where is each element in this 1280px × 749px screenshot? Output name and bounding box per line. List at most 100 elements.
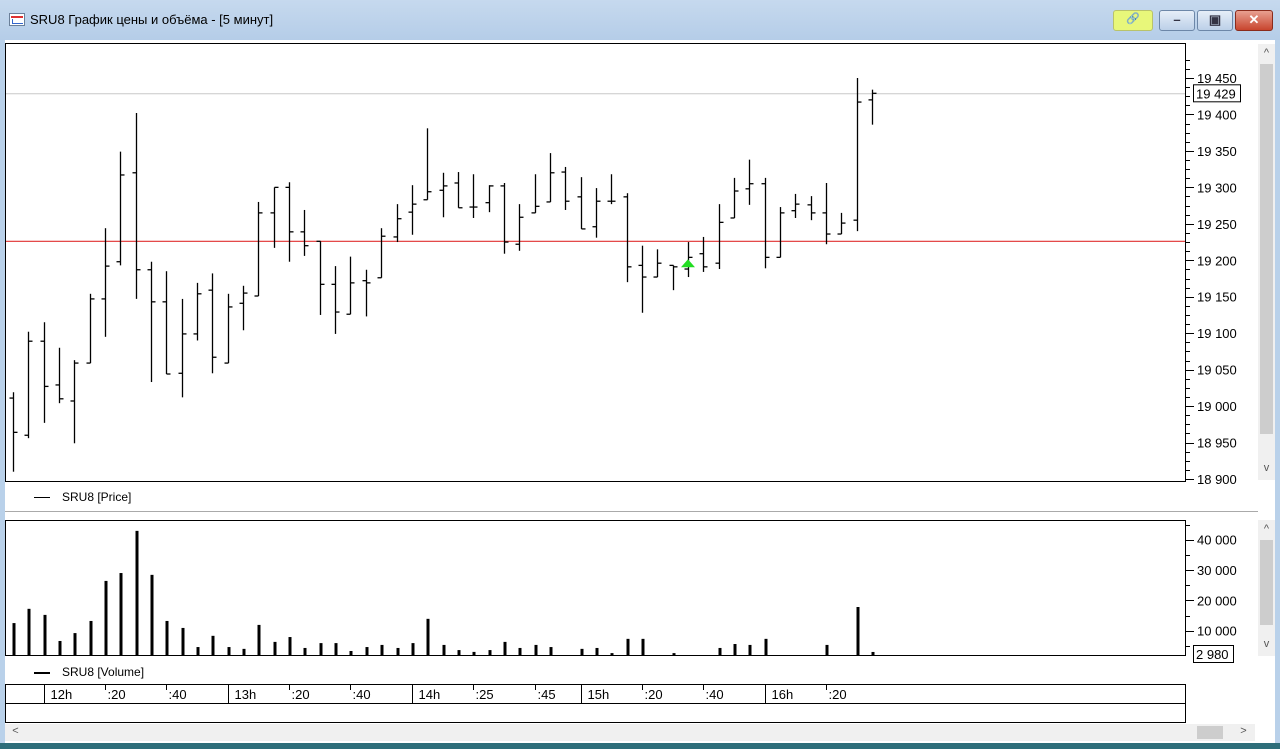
ohlc-bar (791, 193, 800, 218)
volume-bar (426, 618, 430, 656)
ohlc-bar (423, 128, 432, 201)
volume-bar (641, 638, 645, 656)
ohlc-bar (592, 188, 601, 238)
price-plot-area (5, 43, 1186, 482)
volume-bar (518, 647, 522, 656)
ohlc-bar (730, 177, 739, 219)
ohlc-bar (515, 204, 524, 251)
volume-bar (411, 643, 415, 656)
volume-axis-label: 40 000 (1197, 533, 1237, 548)
volume-legend-line (34, 671, 50, 674)
volume-bar (825, 644, 829, 656)
price-axis-label: 19 350 (1197, 144, 1237, 159)
ohlc-bar (408, 185, 417, 235)
scroll-right-icon[interactable]: > (1240, 725, 1247, 737)
ohlc-bar (147, 261, 156, 383)
scroll-thumb[interactable] (1197, 726, 1223, 739)
price-axis-label: 19 000 (1197, 399, 1237, 414)
minimize-button[interactable]: – (1159, 10, 1195, 31)
time-axis-label: 16h (772, 687, 794, 702)
ohlc-bar (55, 347, 64, 404)
price-axis-label: 19 400 (1197, 107, 1237, 122)
time-axis-label: 15h (588, 687, 610, 702)
volume-bar (610, 653, 614, 656)
close-button[interactable]: ✕ (1235, 10, 1273, 31)
time-axis-label: :20 (108, 687, 126, 702)
volume-bar (856, 607, 860, 656)
time-axis-label: 14h (419, 687, 441, 702)
ohlc-bar (868, 89, 877, 125)
volume-bar (733, 644, 737, 656)
price-legend: SRU8 [Price] (34, 490, 131, 504)
ohlc-bar (362, 269, 371, 317)
ohlc-bar (116, 151, 125, 266)
ohlc-bar (346, 256, 355, 315)
ohlc-bar (699, 236, 708, 272)
ohlc-bar (254, 201, 263, 297)
ohlc-bar (270, 186, 279, 248)
volume-bar (503, 641, 507, 656)
ohlc-bar (485, 185, 494, 213)
ohlc-bar (331, 266, 340, 334)
price-axis-label: 18 900 (1197, 472, 1237, 487)
ohlc-bar (285, 182, 294, 262)
ohlc-bar (316, 240, 325, 315)
volume-bar (58, 640, 62, 656)
volume-bar (718, 647, 722, 656)
maximize-button[interactable]: ▣ (1197, 10, 1233, 31)
time-axis-label: 13h (235, 687, 257, 702)
link-button[interactable]: 🔗 (1113, 10, 1153, 31)
scroll-up-icon[interactable]: ^ (1263, 523, 1270, 535)
chart-window-icon (9, 13, 25, 26)
ohlc-bar (162, 271, 171, 375)
price-legend-line (34, 497, 50, 499)
price-axis-label: 19 300 (1197, 180, 1237, 195)
ohlc-bar (454, 172, 463, 209)
price-axis-label: 18 950 (1197, 436, 1237, 451)
volume-bar (242, 648, 246, 656)
ohlc-bar (653, 249, 662, 278)
ohlc-bar (669, 264, 678, 291)
volume-bar (257, 624, 261, 656)
volume-bar (748, 644, 752, 656)
volume-bar (273, 641, 277, 656)
volume-bar (43, 614, 47, 656)
volume-vertical-scrollbar[interactable]: ^ v (1258, 520, 1275, 656)
scroll-up-icon[interactable]: ^ (1263, 47, 1270, 59)
ohlc-bar (638, 245, 647, 313)
ohlc-bar (300, 209, 309, 256)
scroll-thumb[interactable] (1260, 64, 1273, 434)
buy-signal-marker (680, 259, 695, 268)
volume-bar (488, 650, 492, 656)
ohlc-bar (224, 293, 233, 364)
last-price-label: 19 429 (1196, 86, 1236, 101)
scroll-thumb[interactable] (1260, 540, 1273, 625)
chain-link-icon: 🔗 (1126, 13, 1140, 25)
volume-bar (181, 627, 185, 656)
scroll-down-icon[interactable]: v (1263, 462, 1270, 474)
volume-bar (334, 643, 338, 656)
window-title: SRU8 График цены и объёма - [5 минут] (30, 12, 274, 27)
volume-bar (764, 638, 768, 656)
price-vertical-scrollbar[interactable]: ^ v (1258, 44, 1275, 480)
ohlc-bar (9, 392, 18, 472)
horizontal-scrollbar[interactable]: < > (5, 724, 1255, 741)
ohlc-bar (208, 273, 217, 374)
last-price-box (1193, 84, 1241, 103)
ohlc-bar (40, 322, 49, 423)
volume-axis-label: 20 000 (1197, 593, 1237, 608)
ohlc-bar (469, 174, 478, 218)
time-axis-label: :25 (476, 687, 494, 702)
volume-axis-label: 30 000 (1197, 563, 1237, 578)
ohlc-bar (531, 174, 540, 214)
volume-bar (135, 530, 139, 656)
close-icon: ✕ (1248, 12, 1260, 27)
volume-bar (12, 623, 16, 656)
time-axis-label: :20 (645, 687, 663, 702)
ohlc-bar (500, 182, 509, 254)
time-axis-label: 12h (51, 687, 73, 702)
ohlc-bar (393, 204, 402, 243)
scroll-left-icon[interactable]: < (12, 725, 19, 737)
scroll-down-icon[interactable]: v (1263, 638, 1270, 650)
